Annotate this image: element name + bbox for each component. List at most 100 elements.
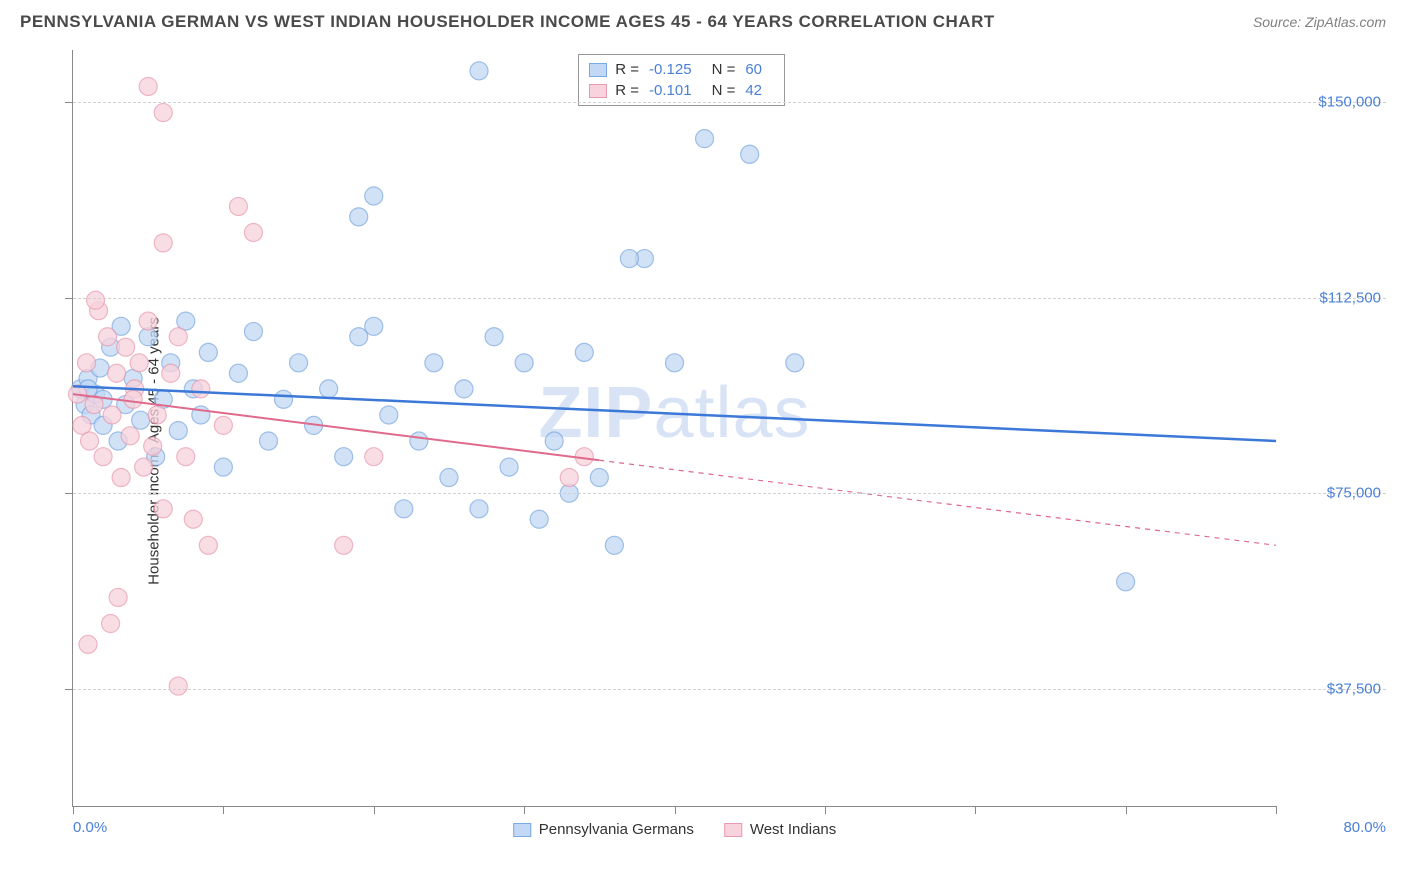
data-point	[117, 338, 135, 356]
data-point	[741, 145, 759, 163]
legend-stats: R = -0.125 N = 60 R = -0.101 N = 42	[578, 54, 785, 106]
data-point	[440, 469, 458, 487]
data-point	[144, 437, 162, 455]
data-point	[696, 130, 714, 148]
data-point	[605, 536, 623, 554]
x-tick	[374, 806, 375, 814]
data-point	[485, 328, 503, 346]
data-point	[380, 406, 398, 424]
data-point	[124, 390, 142, 408]
source-label: Source: ZipAtlas.com	[1253, 14, 1386, 30]
legend-series-label: West Indians	[750, 821, 836, 838]
y-tick-label: $37,500	[1327, 680, 1381, 697]
n-value: 60	[745, 61, 762, 78]
data-point	[79, 635, 97, 653]
data-point	[169, 422, 187, 440]
legend-series-item: West Indians	[724, 821, 836, 838]
data-point	[410, 432, 428, 450]
y-tick	[65, 493, 73, 494]
data-point	[121, 427, 139, 445]
x-axis-max-label: 80.0%	[1343, 819, 1386, 836]
data-point	[229, 197, 247, 215]
data-point	[500, 458, 518, 476]
grid-line	[73, 493, 1386, 494]
data-point	[530, 510, 548, 528]
data-point	[335, 536, 353, 554]
regression-line-dashed	[599, 460, 1276, 545]
data-point	[214, 458, 232, 476]
y-tick	[65, 689, 73, 690]
data-point	[259, 432, 277, 450]
data-point	[102, 615, 120, 633]
x-tick	[223, 806, 224, 814]
data-point	[244, 323, 262, 341]
legend-swatch	[589, 63, 607, 77]
data-point	[81, 432, 99, 450]
data-point	[350, 208, 368, 226]
data-point	[99, 328, 117, 346]
data-point	[455, 380, 473, 398]
data-point	[350, 328, 368, 346]
data-point	[78, 354, 96, 372]
x-tick	[975, 806, 976, 814]
chart-title: PENNSYLVANIA GERMAN VS WEST INDIAN HOUSE…	[20, 12, 995, 32]
data-point	[620, 250, 638, 268]
data-point	[365, 448, 383, 466]
data-point	[169, 677, 187, 695]
data-point	[87, 291, 105, 309]
data-point	[575, 343, 593, 361]
r-value: -0.125	[649, 61, 692, 78]
data-point	[132, 411, 150, 429]
data-point	[112, 469, 130, 487]
data-point	[1117, 573, 1135, 591]
data-point	[139, 77, 157, 95]
data-point	[365, 317, 383, 335]
data-point	[214, 416, 232, 434]
plot-svg	[73, 50, 1276, 806]
r-label: R =	[615, 82, 639, 99]
n-label: N =	[712, 61, 736, 78]
grid-line	[73, 298, 1386, 299]
data-point	[199, 536, 217, 554]
data-point	[229, 364, 247, 382]
legend-stats-row: R = -0.101 N = 42	[589, 80, 774, 101]
data-point	[139, 312, 157, 330]
data-point	[470, 500, 488, 518]
data-point	[425, 354, 443, 372]
data-point	[666, 354, 684, 372]
y-tick-label: $75,000	[1327, 485, 1381, 502]
n-label: N =	[712, 82, 736, 99]
legend-series: Pennsylvania Germans West Indians	[513, 821, 837, 838]
data-point	[108, 364, 126, 382]
legend-stats-row: R = -0.125 N = 60	[589, 59, 774, 80]
grid-line	[73, 689, 1386, 690]
data-point	[320, 380, 338, 398]
data-point	[335, 448, 353, 466]
regression-line	[73, 386, 1276, 441]
data-point	[162, 364, 180, 382]
x-tick	[73, 806, 74, 814]
data-point	[560, 469, 578, 487]
data-point	[109, 588, 127, 606]
y-tick-label: $150,000	[1318, 94, 1381, 111]
legend-series-item: Pennsylvania Germans	[513, 821, 694, 838]
data-point	[177, 448, 195, 466]
data-point	[135, 458, 153, 476]
x-tick	[1276, 806, 1277, 814]
y-tick	[65, 298, 73, 299]
data-point	[590, 469, 608, 487]
data-point	[154, 500, 172, 518]
x-tick	[524, 806, 525, 814]
data-point	[290, 354, 308, 372]
data-point	[786, 354, 804, 372]
r-label: R =	[615, 61, 639, 78]
plot-area: ZIPatlas R = -0.125 N = 60 R = -0.101 N …	[72, 50, 1276, 807]
legend-swatch	[589, 84, 607, 98]
data-point	[244, 223, 262, 241]
data-point	[103, 406, 121, 424]
x-axis-min-label: 0.0%	[73, 819, 107, 836]
data-point	[184, 510, 202, 528]
x-tick	[675, 806, 676, 814]
data-point	[365, 187, 383, 205]
data-point	[470, 62, 488, 80]
